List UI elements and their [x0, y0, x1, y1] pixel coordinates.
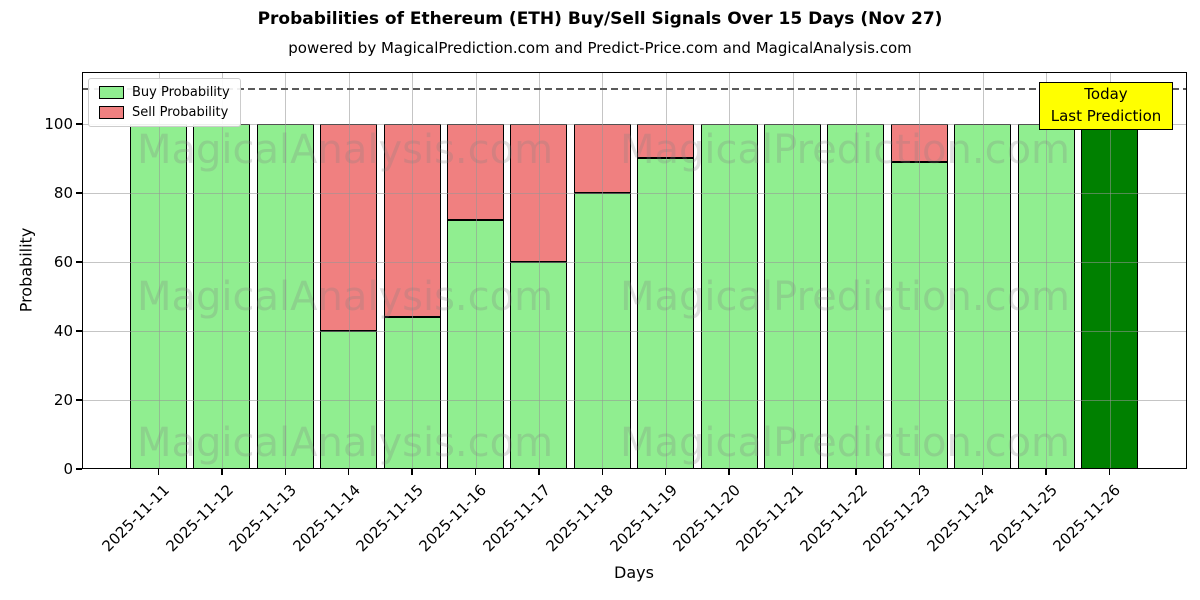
x-tick-mark	[601, 469, 604, 475]
legend-entry: Buy Probability	[99, 85, 230, 100]
x-tick-mark	[664, 469, 667, 475]
x-tick-label: 2025-11-24	[923, 481, 998, 556]
x-tick-label: 2025-11-23	[859, 481, 935, 556]
x-tick-label: 2025-11-17	[479, 481, 554, 556]
v-gridline	[665, 73, 667, 468]
v-gridline	[855, 73, 857, 468]
x-tick-mark	[855, 469, 857, 475]
x-tick-mark	[474, 469, 477, 475]
x-tick-label: 2025-11-21	[732, 481, 808, 556]
x-tick-label: 2025-11-18	[542, 481, 618, 556]
v-gridline	[475, 73, 477, 468]
x-tick-label: 2025-11-22	[796, 481, 871, 556]
x-tick-mark	[284, 469, 287, 475]
watermark-text: MagicalAnalysis.com	[136, 274, 554, 320]
watermark-text: MagicalAnalysis.com	[136, 420, 554, 466]
x-tick-mark	[728, 469, 730, 475]
v-gridline	[348, 73, 350, 468]
y-tick-label: 40	[53, 321, 73, 340]
v-gridline	[1046, 73, 1048, 468]
chart-title: Probabilities of Ethereum (ETH) Buy/Sell…	[257, 9, 943, 29]
x-tick-mark	[157, 469, 160, 475]
x-tick-mark	[1108, 469, 1111, 475]
y-tick-mark	[76, 399, 82, 401]
watermark-text: MagicalAnalysis.com	[136, 127, 554, 173]
today-annotation-line2: Last Prediction	[1050, 107, 1162, 125]
v-gridline	[221, 73, 223, 468]
x-tick-mark	[538, 469, 540, 475]
x-tick-label: 2025-11-14	[289, 481, 364, 556]
h-gridline	[83, 261, 1186, 263]
h-gridline	[83, 330, 1186, 332]
legend-swatch	[99, 86, 124, 99]
y-tick-mark	[76, 330, 82, 332]
v-gridline	[602, 73, 604, 468]
x-tick-label: 2025-11-20	[669, 481, 744, 556]
y-tick-mark	[76, 192, 82, 194]
x-tick-label: 2025-11-16	[415, 481, 491, 556]
x-tick-mark	[1045, 469, 1047, 475]
v-gridline	[1109, 73, 1111, 468]
h-gridline	[83, 192, 1186, 194]
v-gridline	[158, 73, 160, 468]
v-gridline	[412, 73, 414, 468]
y-tick-label: 80	[53, 183, 73, 202]
y-tick-label: 60	[53, 252, 73, 271]
h-gridline	[83, 123, 1186, 125]
x-tick-label: 2025-11-12	[162, 481, 237, 556]
h-gridline	[83, 399, 1186, 401]
x-tick-mark	[411, 469, 413, 475]
legend-entry: Sell Probability	[99, 105, 230, 120]
legend: Buy Probability Sell Probability	[88, 78, 241, 127]
x-tick-mark	[347, 469, 350, 475]
legend-swatch	[99, 106, 124, 119]
x-tick-mark	[791, 469, 794, 475]
x-tick-label: 2025-11-25	[986, 481, 1061, 556]
x-tick-label: 2025-11-26	[1049, 481, 1125, 556]
x-tick-label: 2025-11-19	[606, 481, 681, 556]
watermark-text: MagicalPrediction.com	[620, 420, 1070, 466]
x-tick-label: 2025-11-13	[225, 481, 301, 556]
chart-subtitle: powered by MagicalPrediction.com and Pre…	[288, 39, 912, 57]
y-tick-label: 0	[63, 460, 73, 478]
y-tick-mark	[76, 468, 82, 470]
watermark-text: MagicalPrediction.com	[620, 127, 1070, 173]
v-gridline	[982, 73, 984, 468]
x-tick-mark	[981, 469, 984, 475]
x-tick-mark	[918, 469, 921, 475]
v-gridline	[729, 73, 731, 468]
legend-label: Sell Probability	[132, 105, 229, 120]
x-axis-label: Days	[614, 563, 654, 582]
x-tick-label: 2025-11-11	[98, 481, 174, 556]
v-gridline	[285, 73, 287, 468]
x-tick-label: 2025-11-15	[352, 481, 427, 556]
watermark-text: MagicalPrediction.com	[620, 274, 1070, 320]
y-tick-label: 100	[44, 114, 73, 133]
legend-label: Buy Probability	[132, 85, 230, 100]
v-gridline	[538, 73, 540, 468]
y-tick-mark	[76, 123, 82, 125]
y-tick-mark	[76, 261, 82, 263]
v-gridline	[919, 73, 921, 468]
x-tick-mark	[221, 469, 223, 475]
today-annotation-box: Today Last Prediction	[1039, 82, 1173, 130]
v-gridline	[792, 73, 794, 468]
y-tick-label: 20	[53, 390, 73, 409]
dashed-reference-line	[83, 88, 1186, 91]
today-annotation-line1: Today	[1084, 85, 1128, 103]
